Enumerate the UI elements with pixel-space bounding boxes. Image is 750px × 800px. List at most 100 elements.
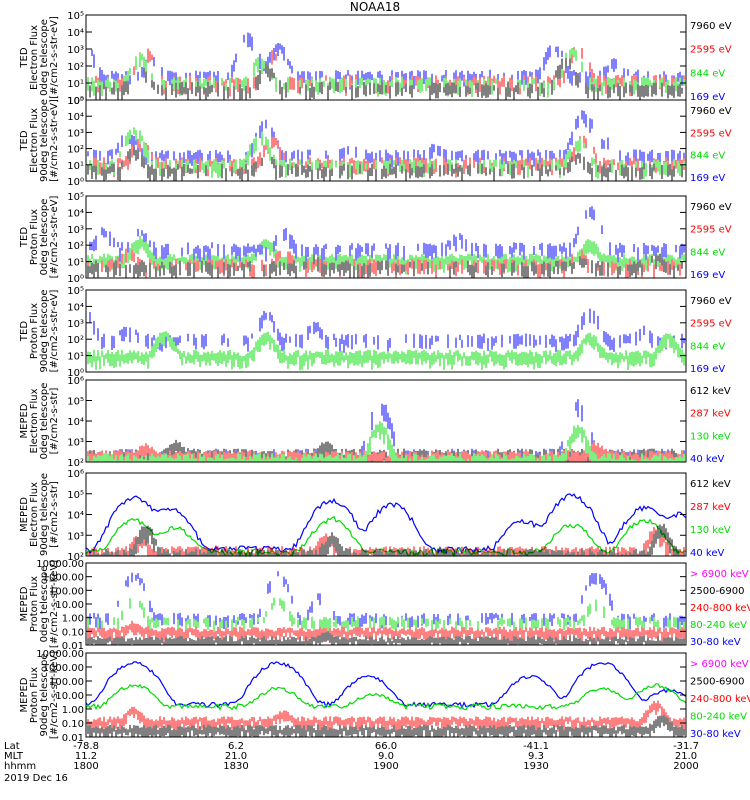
y-tick-label: 10² <box>67 458 84 469</box>
y-tick-label: 10² <box>67 62 84 73</box>
y-axis-label-line: 0deg telescope <box>39 199 50 276</box>
y-tick-label: 10² <box>67 145 84 156</box>
legend-entry: 7960 eV <box>690 202 732 213</box>
panel-frame <box>85 289 687 373</box>
legend-entry: 287 keV <box>690 502 731 513</box>
y-axis-label-line: [#/cm2-s-str-eV] <box>49 99 60 182</box>
y-tick-label: 10⁵ <box>67 286 84 297</box>
y-tick-label: 10² <box>67 552 84 563</box>
y-tick-label: 10⁶ <box>67 376 84 387</box>
legend-entry: 40 keV <box>690 548 724 559</box>
y-tick-label: 10¹ <box>67 79 84 90</box>
y-axis-label-line: 90deg telescope <box>39 473 50 556</box>
panel-2: 10⁰ 10¹ 10² 10³ 10⁴ 10⁵ TED Electron Flux 90deg … <box>19 96 732 188</box>
legend-entry: 169 eV <box>690 270 725 281</box>
y-tick-label: 10³ <box>67 438 84 449</box>
series-line <box>85 493 687 557</box>
series-black <box>85 253 687 278</box>
y-axis-label-line: TED <box>19 47 30 68</box>
series-green <box>85 331 687 371</box>
legend-entry: 287 keV <box>690 409 731 420</box>
figure-title: NOAA18 <box>349 0 401 14</box>
legend-entry: 7960 eV <box>690 106 732 117</box>
legend-entry: 844 eV <box>690 68 725 79</box>
y-tick-label: 10³ <box>67 225 84 236</box>
legend-entry: 169 eV <box>690 92 725 103</box>
y-axis-label-line: MEPED <box>19 403 30 438</box>
y-tick-label: 10³ <box>67 128 84 139</box>
y-tick-label: 10⁴ <box>67 417 84 428</box>
panel-5: 10² 10³ 10⁴ 10⁵ 10⁶ MEPED Electron Flux 0deg te… <box>19 376 731 469</box>
y-axis-label-line: 0deg telescope <box>39 19 50 96</box>
series-blue <box>91 32 687 92</box>
y-tick-label: 10¹ <box>67 161 84 172</box>
y-tick-label: 10¹ <box>67 258 84 269</box>
legend-entry: 7960 eV <box>690 21 732 32</box>
y-axis-label-line: Electron Flux <box>29 25 40 90</box>
panel-7: 0.010.101.0010.00100.001000.0010000.00ME… <box>19 559 750 652</box>
y-tick-label: 10⁴ <box>67 302 84 313</box>
y-axis-label-line: [#/cm2-s-str-eV] <box>49 290 60 373</box>
legend-entry: 844 eV <box>690 247 725 258</box>
y-axis-label-line: [#/cm2-s-str-eV] <box>49 196 60 279</box>
legend-entry: 169 eV <box>690 364 725 375</box>
panel-1: 10⁰ 10¹ 10² 10³ 10⁴ 10⁵ TED Electron Flux 0deg t… <box>19 11 732 107</box>
y-tick-label: 10⁴ <box>67 28 84 39</box>
y-axis-label-line: 90deg telescope <box>39 289 50 372</box>
y-tick-label: 10³ <box>67 531 84 542</box>
series-blue <box>89 308 687 355</box>
series-blue <box>85 206 685 263</box>
legend-entry: 2595 eV <box>690 45 732 56</box>
y-axis-label: MEPED Electron Flux 90deg telescope [#/cm2-… <box>19 473 60 556</box>
y-tick-label: 10³ <box>67 319 84 330</box>
series-black <box>85 146 683 181</box>
y-tick-label: 10⁰ <box>67 368 84 379</box>
y-axis-label-line: Electron Flux <box>29 388 40 453</box>
legend-entry: 130 keV <box>690 431 731 442</box>
legend-entry: 612 keV <box>690 479 731 490</box>
y-axis-label-line: 90deg telescope <box>39 99 50 182</box>
y-tick-label: 10⁵ <box>67 96 84 107</box>
y-axis-label-line: TED <box>19 321 30 342</box>
series-green <box>89 127 685 180</box>
y-axis-label-line: [#/cm2-s-str] <box>49 387 60 454</box>
y-axis-label: MEPED Electron Flux 0deg telescope [#/cm2-s… <box>19 383 60 460</box>
y-tick-label: 10⁴ <box>67 511 84 522</box>
legend-entry: 844 eV <box>690 151 725 162</box>
y-tick-label: 10² <box>67 335 84 346</box>
y-axis-label: TED Proton Flux 0deg telescope [#/cm2-s-str… <box>19 196 60 279</box>
y-tick-label: 10⁵ <box>67 490 84 501</box>
panel-frame <box>85 195 687 279</box>
y-tick-label: 10⁰ <box>67 177 84 188</box>
panel-3: 10⁰ 10¹ 10² 10³ 10⁴ 10⁵ TED Proton Flux 0deg tel… <box>19 192 732 285</box>
y-tick-label: 10⁴ <box>67 112 84 123</box>
y-tick-label: 10⁵ <box>67 192 84 203</box>
y-axis-label-line: MEPED <box>19 497 30 532</box>
legend-entry: 130 keV <box>690 525 731 536</box>
y-tick-label: 10⁴ <box>67 208 84 219</box>
legend-entry: 2595 eV <box>690 319 732 330</box>
series-black <box>85 58 687 100</box>
panel-frame <box>85 99 687 182</box>
y-axis-label: TED Electron Flux 90deg telescope [#/cm2-s-… <box>19 99 60 182</box>
legend-entry: 2595 eV <box>690 225 732 236</box>
y-tick-label: 10⁵ <box>67 11 84 22</box>
y-axis-label-line: Electron Flux <box>29 482 40 547</box>
y-axis-label-line: TED <box>19 130 30 151</box>
panel-4: 10⁰ 10¹ 10² 10³ 10⁴ 10⁵ TED Proton Flux 90deg te… <box>19 286 732 379</box>
y-tick-label: 10⁵ <box>67 397 84 408</box>
legend-entry: 7960 eV <box>690 296 732 307</box>
y-tick-label: 10⁰ <box>67 96 84 107</box>
y-tick-label: 10² <box>67 241 84 252</box>
y-axis-label-line: [#/cm2-s-str] <box>49 481 60 548</box>
y-axis-label-line: Proton Flux <box>29 303 40 359</box>
y-axis-label-line: 0deg telescope <box>39 383 50 460</box>
y-axis-label-line: TED <box>19 227 30 248</box>
panel-6: 10² 10³ 10⁴ 10⁵ 10⁶ MEPED Electron Flux 90deg t… <box>19 469 731 563</box>
y-tick-label: 10⁰ <box>67 274 84 285</box>
y-tick-label: 10³ <box>67 45 84 56</box>
y-axis-label-line: Proton Flux <box>29 209 40 265</box>
series-green <box>85 597 687 635</box>
